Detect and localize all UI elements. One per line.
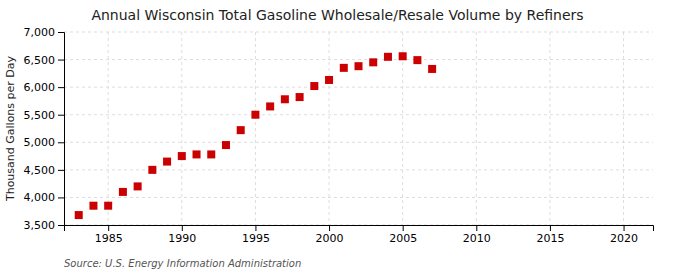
grid-line-x <box>402 32 403 225</box>
point <box>340 64 348 72</box>
y-tick: 6,500 <box>24 54 65 67</box>
point <box>89 202 97 210</box>
y-tick-label: 6,000 <box>24 81 56 94</box>
y-tick-mark <box>58 225 64 226</box>
y-tick-label: 3,500 <box>24 219 56 232</box>
point <box>222 141 230 149</box>
x-axis: 1985 1990 1995 2000 2005 2010 2015 2020 <box>65 225 654 245</box>
point <box>325 76 333 84</box>
points <box>75 52 436 219</box>
grid-line-x <box>623 32 624 225</box>
point <box>178 152 186 160</box>
point <box>119 188 127 196</box>
x-tick-mark <box>255 225 256 231</box>
point <box>281 95 289 103</box>
point <box>428 65 436 73</box>
grid-line-x <box>549 32 550 225</box>
x-tick: 2015 <box>536 225 564 245</box>
y-tick-label: 5,500 <box>24 109 56 122</box>
point <box>384 53 392 61</box>
point <box>413 56 421 64</box>
grid <box>64 32 653 225</box>
grid-line-x <box>476 32 477 225</box>
grid-line-y <box>64 32 653 33</box>
grid-line-y <box>64 59 653 60</box>
x-tick-label: 1985 <box>95 232 123 245</box>
y-tick-label: 4,500 <box>24 164 56 177</box>
x-tick-mark <box>329 225 330 231</box>
x-tick-mark <box>108 225 109 231</box>
point <box>296 93 304 101</box>
grid-line-x <box>255 32 256 225</box>
y-axis-line <box>58 33 65 226</box>
y-tick-label: 4,000 <box>24 191 56 204</box>
x-tick: 2010 <box>463 225 491 245</box>
x-tick-label: 2015 <box>536 232 564 245</box>
y-tick-mark <box>58 170 64 171</box>
y-tick-mark <box>58 197 64 198</box>
x-tick-mark <box>182 225 183 231</box>
x-tick-mark <box>476 225 477 231</box>
point <box>399 52 407 60</box>
grid-line-y <box>64 142 653 143</box>
x-tick: 1985 <box>95 225 123 245</box>
x-tick-mark <box>624 225 625 231</box>
y-tick: 3,500 <box>24 219 65 232</box>
chart-svg: 1985 1990 1995 2000 2005 2010 2015 2020 3,500 4,0… <box>0 0 675 275</box>
y-axis: 3,500 4,000 4,500 5,000 5,500 6,000 6,500 7,000 <box>24 26 65 232</box>
y-tick-label: 5,000 <box>24 136 56 149</box>
y-tick-mark <box>58 60 64 61</box>
x-tick-label: 2020 <box>610 232 638 245</box>
grid-line-x <box>108 32 109 225</box>
x-tick-label: 2000 <box>316 232 344 245</box>
y-tick-mark <box>58 142 64 143</box>
point <box>237 126 245 134</box>
point <box>251 111 259 119</box>
y-tick: 4,000 <box>24 191 65 204</box>
grid-line-y <box>64 197 653 198</box>
point <box>148 166 156 174</box>
x-tick-label: 2010 <box>463 232 491 245</box>
y-tick-label: 6,500 <box>24 54 56 67</box>
x-tick-mark <box>550 225 551 231</box>
y-tick: 7,000 <box>24 26 65 39</box>
x-tick: 2000 <box>316 225 344 245</box>
y-tick: 5,000 <box>24 136 65 149</box>
point <box>207 150 215 158</box>
chart-container: 1985 1990 1995 2000 2005 2010 2015 2020 3,500 4,0… <box>0 0 675 275</box>
point <box>355 62 363 70</box>
grid-line-y <box>64 114 653 115</box>
y-tick: 5,500 <box>24 109 65 122</box>
grid-line-x <box>329 32 330 225</box>
x-tick: 1995 <box>242 225 270 245</box>
point <box>75 211 83 219</box>
x-tick: 2020 <box>610 225 638 245</box>
y-tick-mark <box>58 87 64 88</box>
source-note: Source: U.S. Energy Information Administ… <box>64 258 301 269</box>
x-tick-label: 1990 <box>168 232 196 245</box>
point <box>163 158 171 166</box>
y-axis-title: Thousand Gallons per Day <box>4 55 17 202</box>
point <box>134 182 142 190</box>
x-tick: 1990 <box>168 225 196 245</box>
y-tick-label: 7,000 <box>24 26 56 39</box>
point <box>310 82 318 90</box>
point <box>266 102 274 110</box>
y-tick: 6,000 <box>24 81 65 94</box>
y-tick: 4,500 <box>24 164 65 177</box>
y-tick-mark <box>58 32 64 33</box>
point <box>104 202 112 210</box>
point <box>369 58 377 66</box>
x-tick-label: 1995 <box>242 232 270 245</box>
grid-line-y <box>64 87 653 88</box>
point <box>193 150 201 158</box>
x-tick: 2005 <box>389 225 417 245</box>
x-axis-line <box>65 226 654 232</box>
grid-line-x <box>181 32 182 225</box>
title: Annual Wisconsin Total Gasoline Wholesal… <box>91 7 583 23</box>
x-tick-label: 2005 <box>389 232 417 245</box>
x-tick-mark <box>403 225 404 231</box>
y-tick-mark <box>58 115 64 116</box>
